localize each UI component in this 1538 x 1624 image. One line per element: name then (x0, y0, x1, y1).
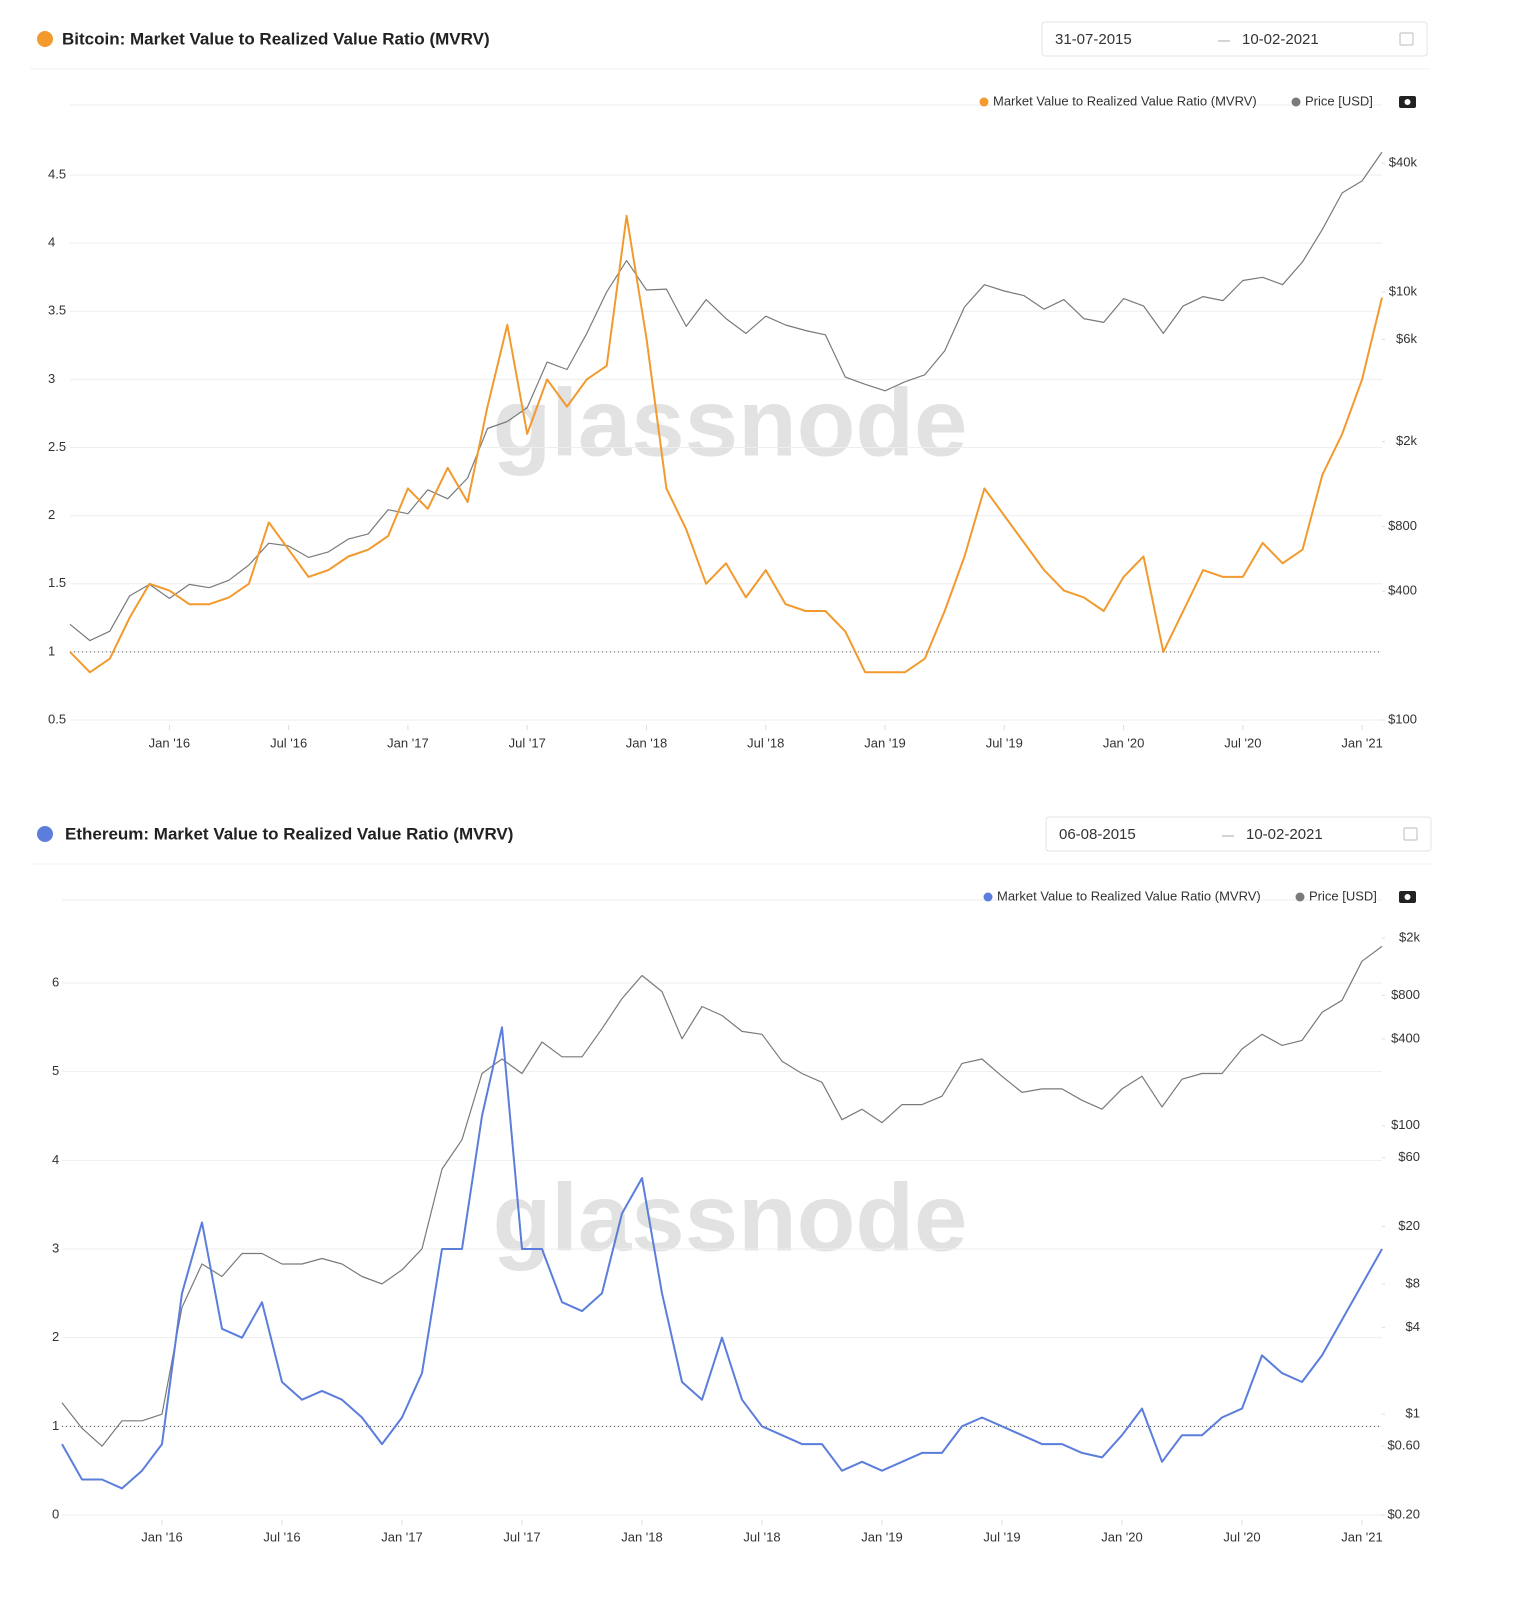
y2-tick-label: $0.60 (1387, 1438, 1420, 1453)
y-tick-label: 0.5 (48, 711, 66, 726)
x-tick-label: Jan '19 (861, 1529, 903, 1544)
date-range-box[interactable] (1041, 21, 1428, 57)
price-line (69, 151, 1383, 642)
y-tick-label: 4 (48, 235, 55, 250)
x-tick-label: Jul '18 (743, 1529, 780, 1544)
x-tick-label: Jan '20 (1103, 735, 1145, 750)
watermark: glassnode (493, 369, 968, 476)
x-tick-label: Jul '16 (263, 1529, 300, 1544)
y2-tick-label: $800 (1391, 987, 1420, 1002)
legend-label[interactable]: Price [USD] (1305, 93, 1373, 108)
legend-label[interactable]: Market Value to Realized Value Ratio (MV… (997, 888, 1261, 903)
y2-tick-label: $1 (1406, 1406, 1420, 1421)
y2-tick-label: $100 (1388, 711, 1417, 726)
coin-icon (37, 826, 53, 842)
price-line (61, 945, 1383, 1447)
x-tick-label: Jan '21 (1341, 1529, 1383, 1544)
y-tick-label: 4.5 (48, 166, 66, 181)
legend-label[interactable]: Price [USD] (1309, 888, 1377, 903)
y2-tick-label: $2k (1396, 433, 1417, 448)
x-tick-label: Jan '20 (1101, 1529, 1143, 1544)
chart-title: Bitcoin: Market Value to Realized Value … (62, 29, 490, 48)
date-from: 31-07-2015 (1055, 31, 1132, 48)
date-range-box[interactable] (1045, 816, 1432, 852)
x-tick-label: Jan '19 (864, 735, 906, 750)
x-tick-label: Jan '16 (149, 735, 191, 750)
legend-marker[interactable] (1291, 97, 1301, 107)
date-from: 06-08-2015 (1059, 826, 1136, 843)
coin-icon (37, 31, 53, 47)
y2-tick-label: $0.20 (1387, 1506, 1420, 1521)
calendar-icon (1399, 32, 1414, 46)
legend-label[interactable]: Market Value to Realized Value Ratio (MV… (993, 93, 1257, 108)
y-tick-label: 3.5 (48, 303, 66, 318)
x-tick-label: Jul '20 (1223, 1529, 1260, 1544)
watermark: glassnode (493, 1164, 968, 1271)
mvrv-line (61, 1026, 1383, 1490)
legend-marker[interactable] (983, 892, 993, 902)
x-tick-label: Jul '16 (270, 735, 307, 750)
y-tick-label: 3 (48, 371, 55, 386)
y2-tick-label: $10k (1389, 283, 1418, 298)
y-tick-label: 1 (48, 643, 55, 658)
x-tick-label: Jul '18 (747, 735, 784, 750)
x-tick-label: Jan '18 (626, 735, 668, 750)
y-tick-label: 4 (52, 1152, 59, 1167)
y2-tick-label: $100 (1391, 1117, 1420, 1132)
y2-tick-label: $400 (1391, 1030, 1420, 1045)
camera-lens (1404, 99, 1411, 105)
date-to: 10-02-2021 (1242, 31, 1319, 48)
x-tick-label: Jan '17 (387, 735, 429, 750)
calendar-icon (1403, 827, 1418, 841)
y2-tick-label: $20 (1398, 1218, 1420, 1233)
x-tick-label: Jul '17 (509, 735, 546, 750)
y-tick-label: 2 (48, 507, 55, 522)
legend-marker[interactable] (979, 97, 989, 107)
camera-lens (1404, 894, 1411, 900)
x-tick-label: Jul '19 (983, 1529, 1020, 1544)
x-tick-label: Jan '18 (621, 1529, 663, 1544)
y-tick-label: 2 (52, 1329, 59, 1344)
y2-tick-label: $40k (1389, 154, 1418, 169)
mvrv-line (69, 214, 1383, 674)
y2-tick-label: $4 (1406, 1319, 1420, 1334)
y2-tick-label: $6k (1396, 331, 1417, 346)
y-tick-label: 3 (52, 1240, 59, 1255)
x-tick-label: Jul '19 (986, 735, 1023, 750)
y-tick-label: 2.5 (48, 439, 66, 454)
x-tick-label: Jul '20 (1224, 735, 1261, 750)
y2-tick-label: $400 (1388, 583, 1417, 598)
x-tick-label: Jul '17 (503, 1529, 540, 1544)
x-tick-label: Jan '17 (381, 1529, 423, 1544)
y-tick-label: 0 (52, 1506, 59, 1521)
chart-title: Ethereum: Market Value to Realized Value… (65, 824, 513, 843)
y-tick-label: 6 (52, 974, 59, 989)
x-tick-label: Jan '16 (141, 1529, 183, 1544)
y-tick-label: 5 (52, 1063, 59, 1078)
y2-tick-label: $2k (1399, 929, 1420, 944)
y-tick-label: 1.5 (48, 575, 66, 590)
y2-tick-label: $8 (1406, 1275, 1420, 1290)
legend-marker[interactable] (1295, 892, 1305, 902)
y2-tick-label: $800 (1388, 518, 1417, 533)
y2-tick-label: $60 (1398, 1149, 1420, 1164)
x-tick-label: Jan '21 (1341, 735, 1383, 750)
y-tick-label: 1 (52, 1418, 59, 1433)
date-to: 10-02-2021 (1246, 826, 1323, 843)
